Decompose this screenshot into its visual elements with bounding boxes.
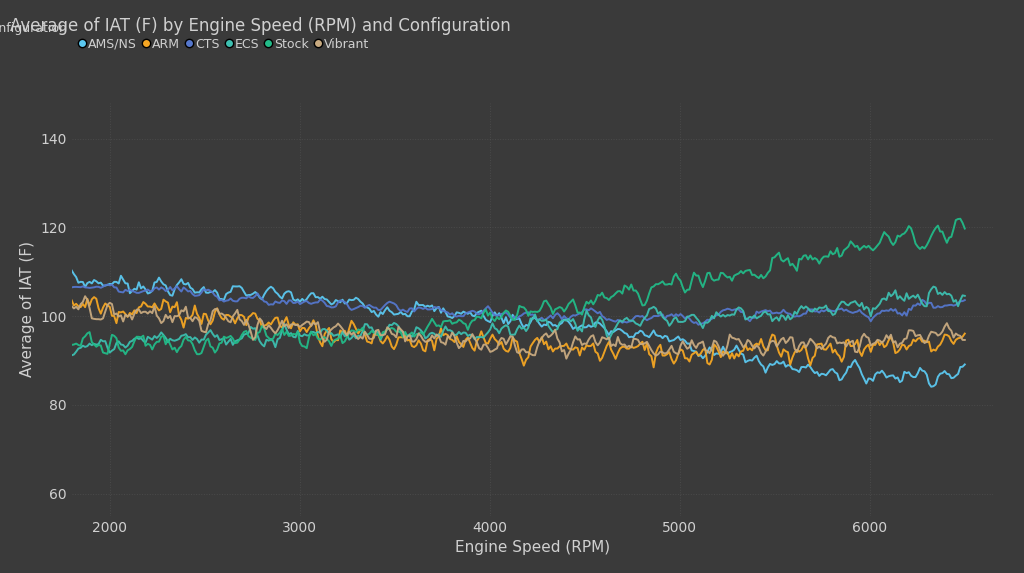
AMS/NS (66, 267, 78, 274)
Text: Average of IAT (F) by Engine Speed (RPM) and Configuration: Average of IAT (F) by Engine Speed (RPM)… (10, 17, 511, 35)
AMS/NS (173, 279, 185, 286)
ARM (647, 364, 659, 371)
Line: Vibrant: Vibrant (72, 296, 965, 359)
AMS/NS (711, 350, 723, 357)
Text: Configuration: Configuration (0, 22, 68, 36)
AMS/NS (925, 383, 937, 390)
AMS/NS (958, 361, 971, 368)
AMS/NS (715, 348, 727, 355)
ECS (628, 317, 640, 324)
ARM (175, 316, 187, 323)
ECS (66, 352, 78, 359)
Vibrant (719, 349, 731, 356)
ECS (711, 309, 723, 316)
Line: ARM: ARM (72, 297, 965, 367)
ECS (419, 335, 431, 342)
ARM (422, 337, 434, 344)
Stock (66, 342, 78, 348)
Stock (958, 225, 971, 232)
CTS (715, 308, 727, 315)
Vibrant (958, 336, 971, 343)
Line: ECS: ECS (72, 286, 965, 355)
CTS (719, 307, 731, 313)
Line: Stock: Stock (72, 219, 965, 354)
AMS/NS (419, 304, 431, 311)
AMS/NS (356, 300, 369, 307)
CTS (630, 313, 642, 320)
ARM (630, 344, 642, 351)
Vibrant (79, 293, 91, 300)
Line: CTS: CTS (72, 285, 965, 325)
X-axis label: Engine Speed (RPM): Engine Speed (RPM) (455, 540, 610, 555)
Stock (954, 215, 967, 222)
CTS (358, 304, 371, 311)
ARM (66, 297, 78, 304)
Vibrant (175, 307, 187, 314)
ECS (715, 313, 727, 320)
Stock (175, 343, 187, 350)
CTS (958, 297, 971, 304)
ECS (928, 283, 940, 290)
Y-axis label: Average of IAT (F): Average of IAT (F) (19, 241, 35, 378)
ARM (719, 350, 731, 357)
ARM (715, 354, 727, 360)
Stock (713, 276, 725, 283)
ECS (173, 336, 185, 343)
CTS (422, 306, 434, 313)
Vibrant (422, 338, 434, 345)
Vibrant (632, 336, 644, 343)
Line: AMS/NS: AMS/NS (72, 270, 965, 387)
Vibrant (560, 355, 572, 362)
ECS (958, 292, 971, 299)
Stock (717, 270, 729, 277)
Stock (630, 287, 642, 294)
ECS (356, 328, 369, 335)
ARM (358, 331, 371, 338)
CTS (692, 321, 705, 328)
CTS (101, 281, 114, 288)
Legend: AMS/NS, ARM, CTS, ECS, Stock, Vibrant: AMS/NS, ARM, CTS, ECS, Stock, Vibrant (78, 35, 372, 53)
Stock (358, 329, 371, 336)
ARM (958, 330, 971, 337)
Stock (422, 323, 434, 330)
Vibrant (66, 303, 78, 309)
CTS (66, 284, 78, 291)
Vibrant (358, 328, 371, 335)
Vibrant (715, 349, 727, 356)
CTS (175, 288, 187, 295)
AMS/NS (628, 333, 640, 340)
Stock (119, 351, 131, 358)
ARM (88, 294, 100, 301)
